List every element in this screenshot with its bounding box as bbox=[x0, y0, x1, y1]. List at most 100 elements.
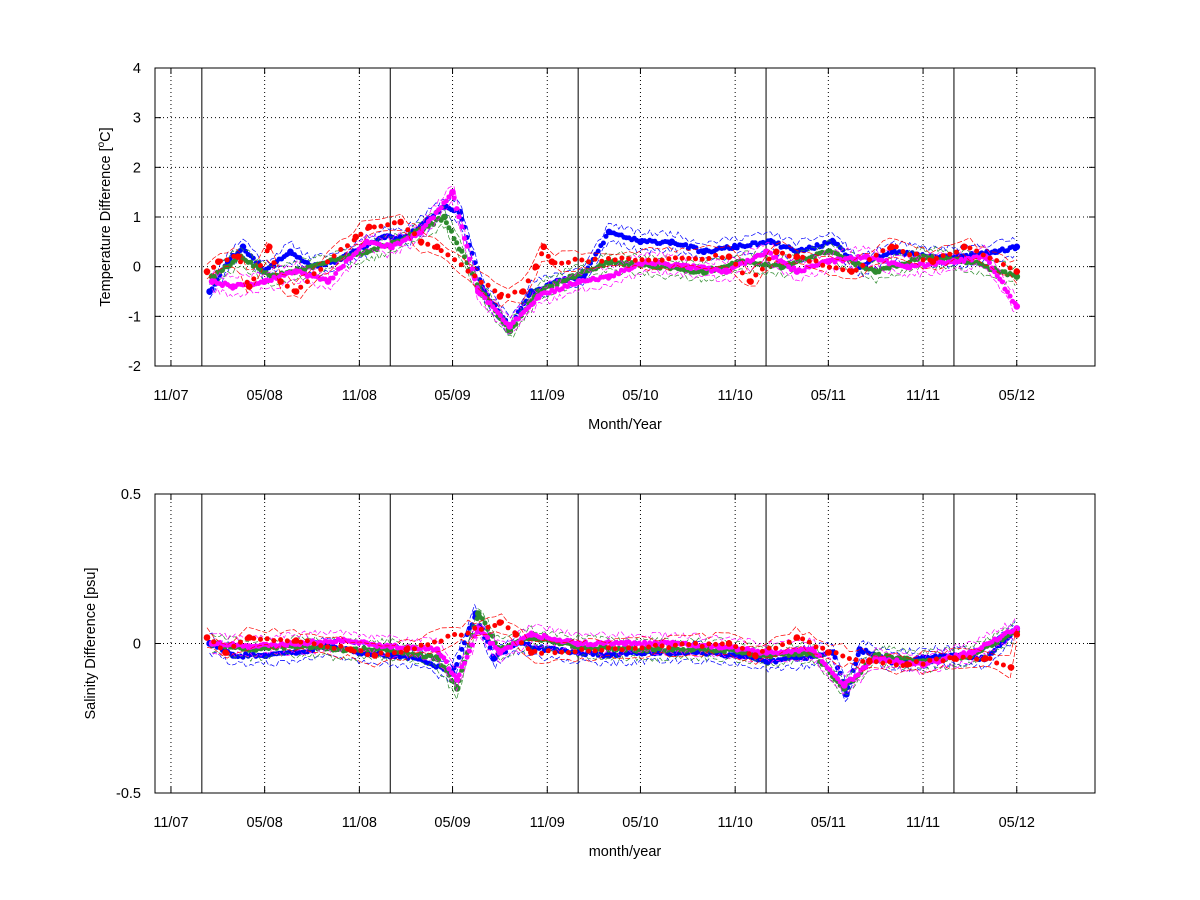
temperature-series-0-marker bbox=[474, 266, 480, 272]
temperature-series-3-marker bbox=[412, 231, 417, 237]
salinity-series-3-marker bbox=[311, 641, 317, 647]
temperature-series-3-marker bbox=[713, 252, 719, 258]
temperature-series-3-marker bbox=[974, 248, 980, 254]
salinity-series-3-marker bbox=[545, 648, 551, 654]
salinity-series-3-marker bbox=[612, 646, 618, 652]
salinity-series-3-marker bbox=[492, 623, 498, 628]
salinity-series-3-marker bbox=[425, 642, 431, 648]
salinity-x-tick-label: 05/11 bbox=[811, 815, 846, 831]
salinity-series-3-marker bbox=[231, 643, 237, 649]
salinity-series-3-marker bbox=[693, 640, 698, 646]
salinity-series-3-marker bbox=[759, 648, 765, 654]
temperature-x-tick-label: 11/08 bbox=[342, 388, 377, 404]
temperature-series-3-marker bbox=[900, 249, 906, 254]
temperature-series-0-marker bbox=[603, 233, 609, 239]
salinity-series-3-marker bbox=[887, 659, 893, 665]
temperature-series-2-marker bbox=[497, 313, 503, 319]
temperature-series-3-marker bbox=[284, 283, 290, 289]
temperature-series-3-marker bbox=[719, 255, 725, 261]
salinity-series-3-marker bbox=[706, 641, 712, 647]
temperature-series-1-envelope-upper bbox=[211, 205, 1016, 325]
salinity-series-3-marker bbox=[485, 624, 491, 630]
salinity-series-3-marker bbox=[599, 647, 605, 653]
temperature-series-0-marker bbox=[207, 290, 213, 295]
temperature-series-3-marker bbox=[244, 279, 250, 285]
temperature-series-3-marker bbox=[512, 289, 518, 295]
salinity-series-3-marker bbox=[351, 648, 357, 654]
salinity-series-3-marker bbox=[304, 638, 310, 644]
temperature-series-3-envelope-lower bbox=[206, 229, 1018, 307]
salinity-series-2-marker bbox=[485, 635, 491, 640]
temperature-series-3-marker bbox=[619, 255, 625, 261]
salinity-series-3-marker bbox=[900, 663, 906, 669]
temperature-series-3-marker bbox=[679, 255, 685, 261]
temperature-series-3-marker bbox=[706, 256, 712, 261]
temperature-series-2-marker bbox=[389, 245, 395, 251]
temperature-x-tick-label: 05/10 bbox=[622, 388, 658, 404]
salinity-series-3-marker bbox=[753, 654, 759, 660]
salinity-series-3-marker bbox=[592, 648, 598, 654]
temperature-series-1-marker bbox=[212, 274, 218, 279]
salinity-series-3-marker bbox=[639, 645, 645, 651]
salinity-series-3-marker bbox=[766, 645, 772, 651]
temperature-series-3-marker bbox=[907, 252, 913, 258]
temperature-series-0-marker bbox=[250, 255, 256, 261]
temperature-series-3-marker bbox=[559, 260, 565, 266]
temperature-y-tick-label: -1 bbox=[128, 309, 141, 325]
salinity-series-3-marker bbox=[345, 646, 350, 652]
temperature-series-3-marker bbox=[987, 255, 993, 261]
temperature-series-3-marker bbox=[773, 249, 779, 255]
temperature-series-3-marker bbox=[465, 268, 471, 274]
salinity-series-3-marker bbox=[1007, 664, 1013, 670]
salinity-series-3-marker bbox=[800, 636, 806, 642]
salinity-series-0-marker bbox=[461, 640, 467, 646]
temperature-series-2-envelope-lower bbox=[211, 199, 1016, 335]
temperature-series-3-marker bbox=[492, 288, 498, 294]
temperature-ticks: 11/07 05/08 11/08 05/09 11/09 05/10 11/10 05/11… bbox=[128, 61, 1095, 404]
salinity-series-3-marker bbox=[806, 639, 812, 645]
salinity-series-3-marker bbox=[398, 649, 404, 655]
salinity-x-tick-label: 05/09 bbox=[434, 815, 470, 831]
salinity-y-tick-label: 0 bbox=[133, 637, 141, 653]
temperature-series-3-marker bbox=[826, 264, 832, 270]
temperature-x-axis-label: Month/Year bbox=[588, 417, 662, 433]
temperature-series-3-marker bbox=[1014, 268, 1020, 274]
temperature-series-3-marker bbox=[217, 258, 223, 264]
salinity-series-0-marker bbox=[837, 670, 843, 676]
temperature-series-2-marker bbox=[791, 265, 797, 271]
salinity-series-2-marker bbox=[835, 676, 841, 682]
temperature-series-2-marker bbox=[438, 205, 444, 211]
temperature-series-3-marker bbox=[385, 222, 391, 228]
salinity-series-3-marker bbox=[846, 656, 852, 662]
temperature-series-2-marker bbox=[467, 256, 472, 262]
salinity-series-0-marker bbox=[454, 662, 460, 667]
temperature-series-3-marker bbox=[592, 256, 598, 262]
salinity-series-3-marker bbox=[445, 633, 451, 639]
temperature-series-3-marker bbox=[565, 260, 571, 265]
temperature-series-1-marker bbox=[441, 214, 447, 220]
salinity-series-3-marker bbox=[358, 648, 364, 654]
temperature-x-tick-label: 05/12 bbox=[999, 388, 1035, 404]
temperature-series-2-marker bbox=[464, 243, 470, 249]
temperature-series-3-marker bbox=[833, 265, 839, 271]
salinity-series-3-marker bbox=[519, 640, 524, 646]
temperature-series-3-marker bbox=[351, 237, 357, 243]
salinity-series-0-marker bbox=[456, 654, 462, 660]
salinity-series-3-marker bbox=[1000, 662, 1006, 668]
temperature-series-2-marker bbox=[333, 271, 339, 276]
temperature-series-3-marker bbox=[505, 293, 511, 299]
salinity-series-1-marker bbox=[876, 651, 882, 657]
salinity-series-3-marker bbox=[913, 659, 919, 665]
salinity-series-1-envelope-upper bbox=[211, 607, 1016, 682]
temperature-series-2-marker bbox=[992, 269, 998, 275]
salinity-series-3-marker bbox=[217, 645, 223, 651]
salinity-series-2-marker bbox=[827, 667, 833, 673]
temperature-series-3-envelope-upper bbox=[206, 213, 1017, 290]
temperature-series-1-envelope-lower bbox=[212, 223, 1016, 338]
salinity-series-3-marker bbox=[565, 650, 571, 655]
salinity-y-tick-label: -0.5 bbox=[116, 786, 141, 802]
salinity-series-0-marker bbox=[467, 625, 472, 631]
temperature-series-3-marker bbox=[345, 243, 350, 249]
salinity-series-3-marker bbox=[994, 660, 1000, 666]
salinity-series-3-marker bbox=[505, 625, 511, 631]
